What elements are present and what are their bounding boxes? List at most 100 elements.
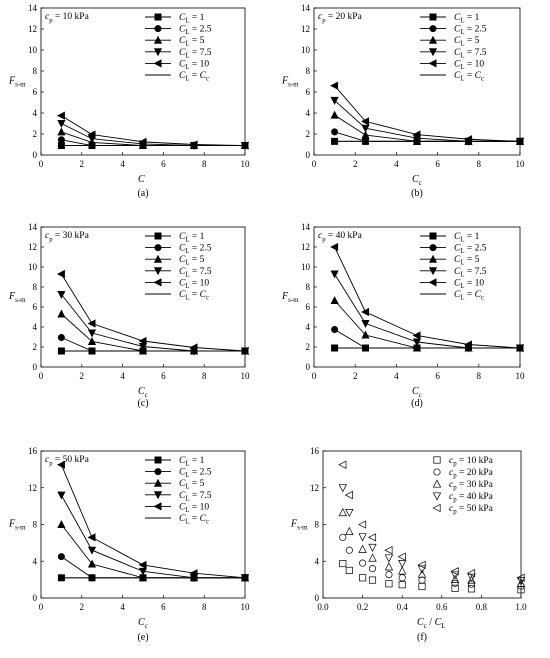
y-axis-label: Fs-m — [8, 76, 26, 89]
series-3 — [330, 96, 525, 146]
legend-marker — [429, 25, 437, 33]
data-point — [361, 330, 370, 339]
legend-label: CL = 7.5 — [454, 267, 487, 279]
data-point — [57, 127, 66, 136]
data-point — [57, 290, 66, 299]
legend-marker — [429, 232, 437, 240]
data-point — [57, 491, 66, 500]
data-point — [368, 553, 377, 562]
y-tick-label: 12 — [28, 483, 37, 493]
legend-marker — [154, 25, 162, 33]
data-point — [138, 137, 147, 146]
series-4 — [56, 460, 249, 582]
series-line — [61, 494, 245, 579]
y-tick-label: 12 — [28, 242, 37, 252]
series-3 — [338, 484, 526, 586]
x-tick-label: 10 — [241, 159, 251, 169]
legend-label: cp = 10 kPa — [449, 456, 494, 468]
x-tick-label: 2 — [353, 159, 358, 169]
data-point — [450, 571, 460, 580]
x-tick-label: 0 — [312, 371, 317, 381]
data-point — [467, 585, 476, 593]
data-point — [367, 533, 377, 542]
x-tick-label: 2 — [80, 602, 85, 612]
x-tick-label: 4 — [120, 371, 125, 381]
panel-tag: (d) — [411, 398, 423, 409]
legend-label: cp = 50 kPa — [449, 504, 494, 516]
series-line — [334, 300, 520, 349]
x-tick-label: 4 — [394, 159, 399, 169]
legend-label: CL = 1 — [454, 13, 480, 25]
legend-label: cp = 40 kPa — [449, 492, 494, 504]
x-axis-label: Cc — [412, 386, 422, 399]
series-1 — [331, 325, 524, 352]
plot-frame — [313, 7, 521, 156]
y-tick-label: 4 — [33, 108, 38, 118]
series-3 — [57, 290, 250, 356]
legend-label: CL = 7.5 — [179, 491, 212, 503]
legend-label: CL = Cc — [179, 71, 209, 83]
y-axis-label: Fs-m — [8, 291, 26, 304]
x-tick-label: 10 — [241, 602, 251, 612]
series-4 — [338, 460, 525, 582]
data-point — [189, 343, 198, 352]
x-tick-label: 4 — [394, 371, 399, 381]
legend-marker — [153, 59, 162, 68]
data-point — [330, 242, 339, 252]
x-tick-label: 0 — [39, 159, 44, 169]
data-point — [398, 559, 407, 569]
legend-marker — [433, 468, 441, 476]
data-point — [56, 111, 65, 120]
legend-label: CL = 2.5 — [454, 25, 487, 36]
data-point — [417, 569, 427, 578]
data-point — [87, 546, 97, 555]
x-axis-label: Cc — [412, 174, 422, 187]
y-tick-label: 16 — [310, 446, 320, 456]
legend-label: CL = 10 — [179, 59, 209, 71]
data-point — [359, 559, 367, 567]
legend-marker — [153, 254, 163, 263]
series-1 — [339, 533, 525, 590]
y-axis-label: Fs-m — [290, 519, 308, 532]
legend-marker — [153, 491, 163, 500]
legend-label: CL = 5 — [454, 36, 480, 48]
data-point — [361, 117, 370, 126]
data-point — [57, 136, 65, 144]
data-point — [87, 559, 97, 568]
legend-label: CL = 10 — [179, 278, 209, 290]
series-4 — [56, 269, 249, 356]
data-point — [417, 560, 426, 570]
data-point — [138, 342, 148, 351]
y-tick-label: 8 — [306, 282, 311, 292]
legend-label: CL = 2.5 — [454, 244, 487, 256]
y-tick-label: 0 — [33, 150, 38, 160]
legend-label: CL = 7.5 — [454, 48, 487, 60]
data-point — [361, 307, 370, 317]
legend-marker — [154, 244, 162, 252]
x-tick-label: 6 — [435, 159, 440, 169]
x-tick-label: 0.2 — [357, 602, 368, 612]
series-line — [334, 246, 521, 349]
legend-marker — [432, 503, 441, 513]
data-point — [398, 574, 406, 582]
data-point — [385, 571, 393, 579]
legend-label: CL = Cc — [179, 514, 209, 526]
data-point — [330, 81, 339, 90]
legend-label: CL = 2.5 — [179, 244, 212, 256]
data-point — [467, 575, 476, 584]
data-point — [345, 566, 353, 574]
data-point — [358, 520, 367, 529]
legend-marker — [428, 59, 437, 68]
data-point — [338, 507, 347, 517]
series-line — [61, 524, 245, 579]
legend-label: CL = 10 — [179, 502, 209, 514]
legend-marker — [428, 278, 437, 287]
data-point — [345, 526, 354, 535]
data-point — [467, 580, 476, 588]
y-tick-label: 10 — [301, 45, 311, 55]
data-point — [338, 484, 347, 493]
cp-annotation: cp = 10 kPa — [45, 12, 90, 24]
legend-marker — [154, 13, 162, 21]
legend-marker — [429, 244, 437, 252]
